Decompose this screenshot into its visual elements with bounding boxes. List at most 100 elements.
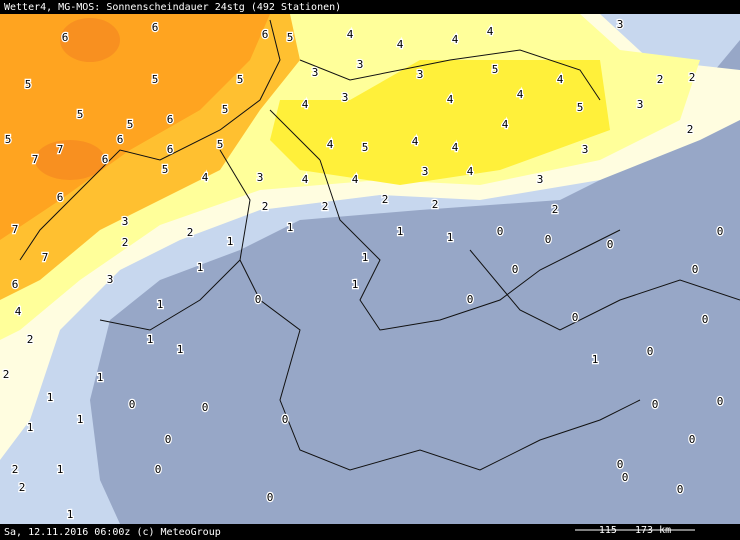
station-value: 3 bbox=[122, 215, 129, 228]
station-value: 3 bbox=[342, 91, 349, 104]
station-value: 3 bbox=[257, 171, 264, 184]
zone-7 bbox=[60, 18, 120, 62]
station-value: 0 bbox=[545, 233, 552, 246]
station-value: 0 bbox=[717, 395, 724, 408]
station-value: 4 bbox=[352, 173, 359, 186]
station-value: 4 bbox=[557, 73, 564, 86]
border bbox=[99, 149, 740, 471]
station-value: 2 bbox=[262, 200, 269, 213]
station-value: 1 bbox=[177, 343, 184, 356]
station-value: 3 bbox=[107, 273, 114, 286]
station-value: 2 bbox=[687, 123, 694, 136]
station-value: 0 bbox=[165, 433, 172, 446]
station-value: 1 bbox=[47, 391, 54, 404]
station-value: 4 bbox=[487, 25, 494, 38]
station-value: 0 bbox=[512, 263, 519, 276]
station-value: 4 bbox=[502, 118, 509, 131]
station-value: 4 bbox=[467, 165, 474, 178]
station-value: 5 bbox=[362, 141, 369, 154]
station-value: 2 bbox=[187, 226, 194, 239]
station-value: 1 bbox=[77, 413, 84, 426]
station-value: 6 bbox=[62, 31, 69, 44]
station-value: 7 bbox=[32, 153, 39, 166]
zone-6 bbox=[0, 14, 270, 240]
station-value: 0 bbox=[617, 458, 624, 471]
station-value: 7 bbox=[57, 143, 64, 156]
station-value: 1 bbox=[67, 508, 74, 521]
station-value: 7 bbox=[12, 223, 19, 236]
station-value: 0 bbox=[267, 491, 274, 504]
station-value: 2 bbox=[3, 368, 10, 381]
station-value: 4 bbox=[412, 135, 419, 148]
station-value: 5 bbox=[217, 138, 224, 151]
station-value: 3 bbox=[422, 165, 429, 178]
station-value: 6 bbox=[57, 191, 64, 204]
scale-label: 115 - 173 km bbox=[599, 525, 671, 536]
station-value: 2 bbox=[122, 236, 129, 249]
station-value: 5 bbox=[77, 108, 84, 121]
station-value: 7 bbox=[42, 251, 49, 264]
station-value: 4 bbox=[517, 88, 524, 101]
station-value: 4 bbox=[302, 98, 309, 111]
station-value: 0 bbox=[677, 483, 684, 496]
station-value: 6 bbox=[117, 133, 124, 146]
station-value: 3 bbox=[357, 58, 364, 71]
station-value: 0 bbox=[572, 311, 579, 324]
station-value: 0 bbox=[129, 398, 136, 411]
station-value: 4 bbox=[447, 93, 454, 106]
station-value: 0 bbox=[647, 345, 654, 358]
station-value: 3 bbox=[582, 143, 589, 156]
station-value: 2 bbox=[552, 203, 559, 216]
station-value: 5 bbox=[25, 78, 32, 91]
coastline bbox=[19, 19, 601, 261]
station-value: 5 bbox=[222, 103, 229, 116]
station-value: 2 bbox=[27, 333, 34, 346]
station-value: 2 bbox=[432, 198, 439, 211]
station-value: 3 bbox=[537, 173, 544, 186]
station-value: 0 bbox=[255, 293, 262, 306]
station-value: 2 bbox=[19, 481, 26, 494]
station-value: 1 bbox=[352, 278, 359, 291]
station-value: 0 bbox=[607, 238, 614, 251]
station-value: 1 bbox=[157, 298, 164, 311]
station-value: 0 bbox=[282, 413, 289, 426]
station-value: 1 bbox=[97, 371, 104, 384]
station-value: 0 bbox=[467, 293, 474, 306]
station-value: 0 bbox=[155, 463, 162, 476]
station-value: 1 bbox=[397, 225, 404, 238]
station-value: 4 bbox=[202, 171, 209, 184]
station-value: 2 bbox=[689, 71, 696, 84]
station-value: 4 bbox=[452, 141, 459, 154]
station-value: 5 bbox=[5, 133, 12, 146]
station-value: 6 bbox=[167, 143, 174, 156]
station-value: 0 bbox=[702, 313, 709, 326]
station-value: 4 bbox=[327, 138, 334, 151]
station-value: 3 bbox=[417, 68, 424, 81]
station-value: 5 bbox=[127, 118, 134, 131]
station-value: 1 bbox=[362, 251, 369, 264]
station-value: 4 bbox=[347, 28, 354, 41]
station-value: 2 bbox=[657, 73, 664, 86]
station-value: 1 bbox=[57, 463, 64, 476]
station-value: 2 bbox=[322, 200, 329, 213]
station-value: 3 bbox=[312, 66, 319, 79]
station-value: 5 bbox=[237, 73, 244, 86]
header-title: Wetter4, MG-MOS: Sonnenscheindauer 24stg… bbox=[4, 2, 341, 13]
station-value: 3 bbox=[637, 98, 644, 111]
station-value: 5 bbox=[492, 63, 499, 76]
footer-date: Sa, 12.11.2016 06:00z (c) MeteoGroup bbox=[4, 527, 221, 538]
station-value: 6 bbox=[152, 21, 159, 34]
station-value: 1 bbox=[592, 353, 599, 366]
station-value: 0 bbox=[622, 471, 629, 484]
station-value: 5 bbox=[162, 163, 169, 176]
station-value: 0 bbox=[689, 433, 696, 446]
station-value: 5 bbox=[577, 101, 584, 114]
station-value: 4 bbox=[452, 33, 459, 46]
station-value: 4 bbox=[15, 305, 22, 318]
station-value: 1 bbox=[227, 235, 234, 248]
zone-4 bbox=[270, 60, 610, 185]
station-value: 1 bbox=[147, 333, 154, 346]
station-value: 1 bbox=[27, 421, 34, 434]
station-value: 1 bbox=[287, 221, 294, 234]
station-value: 0 bbox=[202, 401, 209, 414]
